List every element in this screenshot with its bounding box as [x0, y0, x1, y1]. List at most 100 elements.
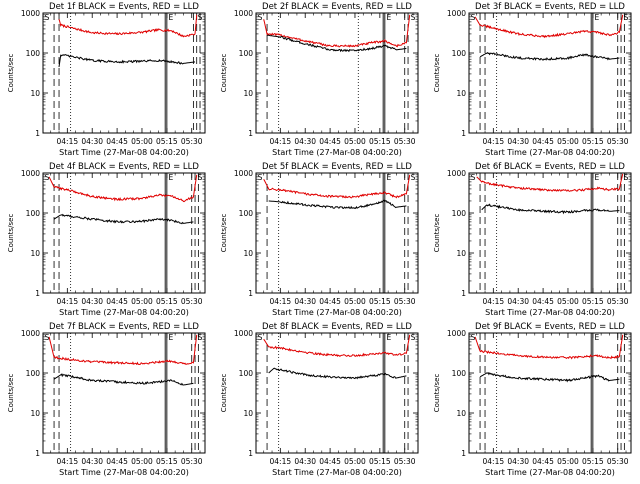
y-tick-label: 1000 [234, 9, 253, 18]
x-tick-label: 04:45 [532, 137, 554, 146]
x-axis-label: Start Time (27-Mar-08 04:00:20) [485, 308, 615, 317]
x-tick-label: 05:00 [557, 457, 579, 466]
panel-title: Det 2f BLACK = Events, RED = LLD [262, 2, 412, 12]
y-tick-label: 10 [243, 409, 253, 418]
x-axis-label: Start Time (27-Mar-08 04:00:20) [59, 468, 189, 477]
panel-title: Det 8f BLACK = Events, RED = LLD [262, 322, 412, 332]
y-tick-label: 1 [35, 129, 40, 138]
detector-chart: Det 9f BLACK = Events, RED = LLD Counts/s… [433, 322, 632, 477]
orbit-marker-label: S [624, 173, 629, 182]
orbit-marker-label: E [594, 333, 599, 342]
detector-chart: Det 2f BLACK = Events, RED = LLD Counts/s… [220, 2, 419, 157]
events-series-line [267, 34, 407, 53]
detector-panel: Det 9f BLACK = Events, RED = LLD Counts/s… [426, 320, 639, 480]
x-tick-label: 04:45 [106, 297, 128, 306]
x-axis-label: Start Time (27-Mar-08 04:00:20) [485, 468, 615, 477]
y-tick-label: 1 [248, 449, 253, 458]
y-tick-label: 1000 [21, 169, 40, 178]
orbit-marker-label: E [168, 173, 173, 182]
x-axis-label: Start Time (27-Mar-08 04:00:20) [59, 308, 189, 317]
plot-frame [255, 172, 419, 294]
x-tick-label: 05:15 [156, 137, 178, 146]
x-tick-label: 05:00 [557, 297, 579, 306]
x-axis-label: Start Time (27-Mar-08 04:00:20) [272, 148, 402, 157]
panel-title: Det 5f BLACK = Events, RED = LLD [262, 162, 412, 172]
x-tick-label: 04:45 [106, 457, 128, 466]
orbit-marker-label: S [471, 333, 476, 342]
orbit-marker-label: S [411, 333, 416, 342]
y-tick-label: 100 [26, 369, 41, 378]
events-series-line [481, 203, 620, 215]
panel-title: Det 6f BLACK = Events, RED = LLD [475, 162, 625, 172]
lld-series-line [48, 334, 198, 366]
plot-frame [468, 12, 632, 134]
x-tick-label: 04:15 [57, 457, 79, 466]
detector-chart: Det 7f BLACK = Events, RED = LLD Counts/s… [7, 322, 206, 477]
x-tick-label: 04:15 [483, 137, 505, 146]
orbit-marker-label: E [594, 13, 599, 22]
lld-series-line [476, 173, 624, 192]
x-tick-label: 05:15 [369, 137, 391, 146]
x-tick-label: 04:15 [270, 297, 292, 306]
plot-frame [42, 332, 206, 454]
plot-frame [468, 172, 632, 294]
detector-chart: Det 8f BLACK = Events, RED = LLD Counts/s… [220, 322, 419, 477]
events-series-line [53, 373, 194, 386]
x-tick-label: 04:30 [294, 137, 316, 146]
x-tick-label: 05:30 [394, 297, 416, 306]
panel-title: Det 7f BLACK = Events, RED = LLD [49, 322, 199, 332]
y-tick-label: 10 [30, 249, 40, 258]
x-tick-label: 05:00 [131, 137, 153, 146]
y-axis-label: Counts/sec [433, 374, 441, 413]
y-tick-label: 1000 [234, 329, 253, 338]
x-tick-label: 05:00 [344, 297, 366, 306]
y-axis-label: Counts/sec [433, 214, 441, 253]
x-tick-label: 04:45 [532, 457, 554, 466]
y-tick-label: 100 [239, 49, 254, 58]
detector-panel: Det 5f BLACK = Events, RED = LLD Counts/s… [213, 160, 426, 320]
x-tick-label: 05:30 [394, 137, 416, 146]
y-axis-label: Counts/sec [220, 374, 228, 413]
orbit-marker-label: S [258, 13, 263, 22]
x-tick-label: 05:15 [369, 457, 391, 466]
y-tick-label: 1000 [447, 9, 466, 18]
plot-frame [42, 12, 206, 134]
detector-chart: Det 4f BLACK = Events, RED = LLD Counts/s… [7, 162, 206, 317]
x-tick-label: 05:30 [607, 297, 629, 306]
orbit-marker-label: S [411, 13, 416, 22]
detector-panel: Det 2f BLACK = Events, RED = LLD Counts/s… [213, 0, 426, 160]
orbit-marker-label: E [168, 333, 173, 342]
x-tick-label: 04:30 [507, 137, 529, 146]
x-tick-label: 05:15 [156, 457, 178, 466]
x-axis-label: Start Time (27-Mar-08 04:00:20) [485, 148, 615, 157]
y-tick-label: 10 [243, 249, 253, 258]
y-tick-label: 100 [26, 209, 41, 218]
y-tick-label: 1 [461, 289, 466, 298]
x-axis-label: Start Time (27-Mar-08 04:00:20) [272, 308, 402, 317]
orbit-marker-label: E [386, 173, 391, 182]
y-tick-label: 1000 [447, 329, 466, 338]
x-tick-label: 04:30 [294, 297, 316, 306]
orbit-marker-label: S [411, 173, 416, 182]
x-tick-label: 05:30 [607, 137, 629, 146]
y-axis-label: Counts/sec [220, 54, 228, 93]
lld-series-line [474, 14, 624, 39]
y-tick-label: 100 [452, 209, 467, 218]
x-axis-label: Start Time (27-Mar-08 04:00:20) [59, 148, 189, 157]
x-tick-label: 04:15 [483, 457, 505, 466]
x-tick-label: 04:30 [507, 297, 529, 306]
y-tick-label: 100 [452, 369, 467, 378]
x-tick-label: 05:00 [131, 457, 153, 466]
x-tick-label: 04:30 [81, 457, 103, 466]
y-tick-label: 1000 [21, 329, 40, 338]
detector-panel: Det 4f BLACK = Events, RED = LLD Counts/s… [0, 160, 213, 320]
y-tick-label: 10 [30, 409, 40, 418]
lld-series-line [58, 14, 198, 38]
plot-frame [255, 12, 419, 134]
x-tick-label: 05:15 [582, 457, 604, 466]
y-tick-label: 1 [35, 449, 40, 458]
y-tick-label: 100 [239, 209, 254, 218]
x-tick-label: 05:30 [607, 457, 629, 466]
detector-chart: Det 6f BLACK = Events, RED = LLD Counts/s… [433, 162, 632, 317]
events-series-line [479, 371, 620, 383]
